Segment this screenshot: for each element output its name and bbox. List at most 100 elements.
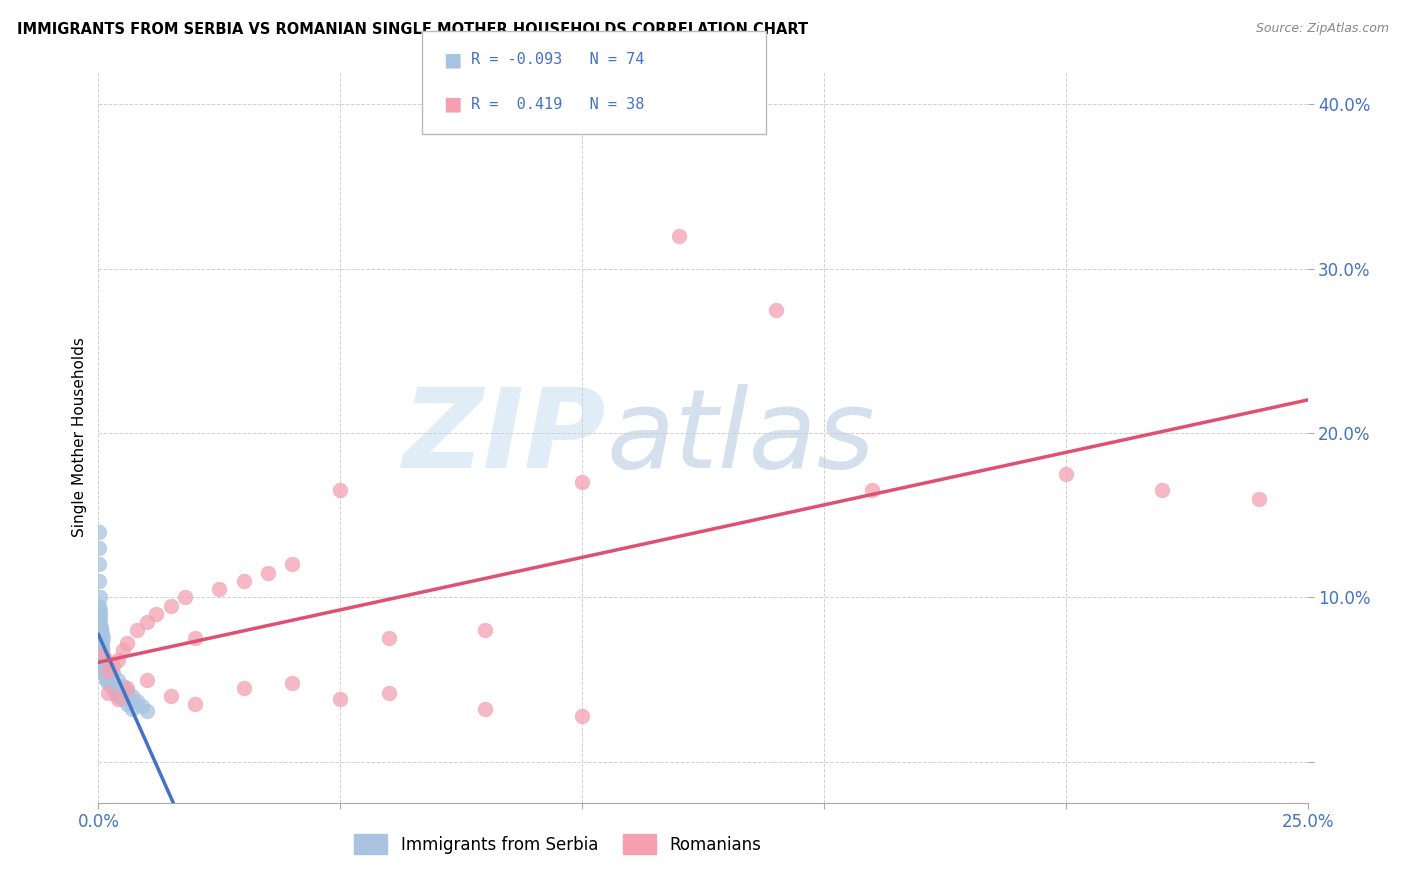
Point bbox=[100, 673, 122, 687]
Point bbox=[377, 632, 399, 646]
Point bbox=[184, 697, 207, 711]
Point bbox=[97, 675, 120, 690]
Point bbox=[256, 566, 278, 580]
Point bbox=[117, 681, 139, 695]
Point bbox=[121, 702, 143, 716]
Point bbox=[91, 656, 114, 670]
Text: ZIP: ZIP bbox=[402, 384, 606, 491]
Point bbox=[127, 694, 149, 708]
Point bbox=[117, 684, 139, 698]
Text: atlas: atlas bbox=[606, 384, 875, 491]
Point bbox=[89, 558, 111, 572]
Text: ■: ■ bbox=[443, 50, 461, 70]
Point bbox=[94, 661, 117, 675]
Point bbox=[90, 634, 112, 648]
Point bbox=[111, 692, 134, 706]
Point bbox=[87, 599, 110, 613]
Point bbox=[135, 615, 157, 629]
Point bbox=[97, 673, 120, 687]
Point bbox=[281, 675, 304, 690]
Point bbox=[90, 626, 112, 640]
Point bbox=[89, 653, 111, 667]
Point bbox=[765, 302, 787, 317]
Point bbox=[174, 591, 197, 605]
Point bbox=[97, 665, 120, 679]
Point bbox=[668, 228, 690, 243]
Point bbox=[474, 624, 496, 638]
Point bbox=[90, 641, 112, 656]
Point bbox=[90, 640, 112, 654]
Point bbox=[87, 665, 110, 679]
Point bbox=[571, 708, 593, 723]
Point bbox=[90, 630, 112, 644]
Point bbox=[1152, 483, 1174, 498]
Point bbox=[281, 558, 304, 572]
Point bbox=[107, 673, 129, 687]
Point bbox=[232, 574, 254, 588]
Point bbox=[101, 677, 124, 691]
Point bbox=[121, 689, 143, 703]
Point bbox=[184, 632, 207, 646]
Text: Source: ZipAtlas.com: Source: ZipAtlas.com bbox=[1256, 22, 1389, 36]
Point bbox=[329, 483, 352, 498]
Point bbox=[377, 686, 399, 700]
Point bbox=[93, 656, 115, 670]
Point bbox=[117, 636, 139, 650]
Point bbox=[90, 634, 112, 648]
Text: R =  0.419   N = 38: R = 0.419 N = 38 bbox=[471, 97, 644, 112]
Point bbox=[329, 692, 352, 706]
Point bbox=[91, 661, 114, 675]
Point bbox=[93, 659, 115, 673]
Point bbox=[860, 483, 883, 498]
Point bbox=[90, 624, 112, 638]
Point bbox=[117, 697, 139, 711]
Point bbox=[145, 607, 167, 621]
Point bbox=[89, 648, 111, 662]
Point bbox=[97, 667, 120, 681]
Point bbox=[571, 475, 593, 490]
Point bbox=[91, 646, 114, 660]
Point bbox=[107, 692, 129, 706]
Point bbox=[90, 641, 112, 656]
Point bbox=[135, 704, 157, 718]
Point bbox=[90, 636, 112, 650]
Point bbox=[87, 615, 110, 629]
Point bbox=[91, 648, 114, 662]
Point bbox=[94, 671, 117, 685]
Point bbox=[89, 613, 111, 627]
Point bbox=[107, 653, 129, 667]
Point bbox=[89, 620, 111, 634]
Point bbox=[101, 659, 124, 673]
Point bbox=[89, 591, 111, 605]
Y-axis label: Single Mother Households: Single Mother Households bbox=[72, 337, 87, 537]
Point bbox=[94, 665, 117, 679]
Point bbox=[94, 673, 117, 687]
Point bbox=[160, 689, 183, 703]
Point bbox=[89, 574, 111, 588]
Point bbox=[97, 659, 120, 673]
Point bbox=[104, 686, 127, 700]
Point bbox=[90, 620, 112, 634]
Point bbox=[232, 681, 254, 695]
Point bbox=[91, 656, 114, 670]
Text: ■: ■ bbox=[443, 95, 461, 114]
Point bbox=[90, 640, 112, 654]
Point bbox=[91, 656, 114, 670]
Point bbox=[87, 643, 110, 657]
Point bbox=[87, 541, 110, 555]
Point bbox=[131, 698, 153, 713]
Point bbox=[160, 599, 183, 613]
Point bbox=[91, 632, 114, 646]
Point bbox=[127, 624, 149, 638]
Point bbox=[91, 651, 114, 665]
Text: R = -0.093   N = 74: R = -0.093 N = 74 bbox=[471, 53, 644, 67]
Point bbox=[208, 582, 231, 596]
Point bbox=[89, 603, 111, 617]
Point bbox=[91, 643, 114, 657]
Point bbox=[89, 626, 111, 640]
Point bbox=[1054, 467, 1077, 481]
Text: IMMIGRANTS FROM SERBIA VS ROMANIAN SINGLE MOTHER HOUSEHOLDS CORRELATION CHART: IMMIGRANTS FROM SERBIA VS ROMANIAN SINGL… bbox=[17, 22, 808, 37]
Legend: Immigrants from Serbia, Romanians: Immigrants from Serbia, Romanians bbox=[347, 828, 768, 860]
Point bbox=[89, 610, 111, 624]
Point bbox=[107, 689, 129, 703]
